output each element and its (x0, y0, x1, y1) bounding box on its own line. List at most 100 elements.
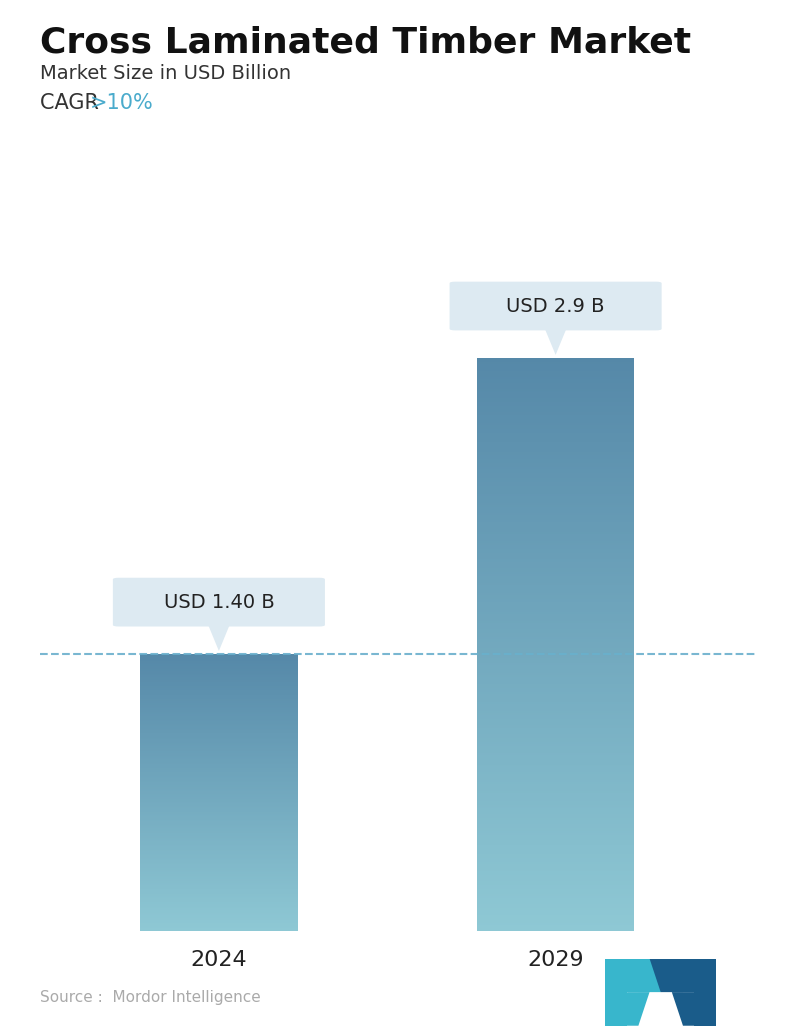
Bar (477, 402, 634, 404)
Bar (477, 727, 634, 728)
Bar (477, 872, 634, 874)
Bar (477, 906, 634, 908)
Bar (477, 526, 634, 528)
Polygon shape (544, 329, 567, 355)
Bar (477, 822, 634, 824)
Bar (477, 736, 634, 738)
Bar (477, 887, 634, 888)
Bar (477, 505, 634, 507)
Bar (477, 482, 634, 484)
Bar (477, 597, 634, 599)
Bar (477, 601, 634, 603)
Bar (477, 522, 634, 524)
Bar (477, 493, 634, 495)
Bar (477, 770, 634, 772)
Bar (477, 753, 634, 755)
Bar (477, 824, 634, 825)
Bar (477, 543, 634, 545)
Bar (477, 915, 634, 917)
Bar (477, 860, 634, 862)
Bar (477, 423, 634, 425)
Text: Cross Laminated Timber Market: Cross Laminated Timber Market (40, 26, 691, 60)
Bar (477, 678, 634, 680)
Bar (477, 576, 634, 578)
Bar (477, 434, 634, 436)
Text: >10%: >10% (90, 93, 154, 113)
Bar (477, 685, 634, 687)
Bar (477, 862, 634, 863)
Polygon shape (209, 625, 230, 651)
Bar (477, 394, 634, 396)
Bar (477, 628, 634, 629)
Bar (477, 725, 634, 727)
Bar (477, 358, 634, 360)
Bar (477, 375, 634, 377)
Bar (477, 432, 634, 434)
Bar (477, 820, 634, 822)
Bar (477, 520, 634, 522)
Bar (477, 660, 634, 662)
Bar (477, 407, 634, 409)
Bar (477, 687, 634, 689)
Bar (477, 430, 634, 432)
Bar (477, 702, 634, 703)
Bar (477, 874, 634, 875)
Bar (477, 677, 634, 678)
Polygon shape (672, 993, 705, 1026)
Bar (477, 926, 634, 929)
Bar (477, 570, 634, 572)
Bar (477, 913, 634, 915)
Bar (477, 786, 634, 788)
Bar (477, 529, 634, 531)
Bar (477, 818, 634, 820)
Bar (477, 667, 634, 669)
Text: Source :  Mordor Intelligence: Source : Mordor Intelligence (40, 990, 260, 1005)
Polygon shape (672, 959, 694, 993)
Bar (477, 583, 634, 585)
Bar (477, 707, 634, 709)
Bar (477, 750, 634, 752)
Bar (477, 640, 634, 642)
Bar (477, 517, 634, 518)
Bar (477, 409, 634, 412)
Text: CAGR: CAGR (40, 93, 105, 113)
Bar (477, 621, 634, 624)
Bar (477, 475, 634, 477)
Bar (477, 709, 634, 711)
Bar (477, 480, 634, 482)
Bar (477, 589, 634, 591)
Bar (477, 631, 634, 633)
Bar (477, 929, 634, 931)
Bar (477, 429, 634, 430)
Bar (477, 524, 634, 526)
Bar (477, 841, 634, 843)
Bar (477, 511, 634, 513)
Bar (477, 595, 634, 597)
Bar (477, 802, 634, 804)
Bar (477, 497, 634, 499)
Text: USD 2.9 B: USD 2.9 B (506, 297, 605, 315)
Bar (477, 507, 634, 509)
Bar (477, 560, 634, 562)
Bar (477, 396, 634, 398)
Bar (477, 545, 634, 547)
Bar (477, 899, 634, 900)
Bar (477, 923, 634, 924)
Bar (477, 484, 634, 486)
Bar (477, 465, 634, 467)
Bar (477, 883, 634, 885)
Bar (477, 728, 634, 730)
Bar (477, 680, 634, 682)
Bar (477, 393, 634, 394)
Bar (477, 629, 634, 631)
Text: Market Size in USD Billion: Market Size in USD Billion (40, 64, 291, 83)
Bar (477, 473, 634, 475)
Bar (477, 642, 634, 644)
Bar (477, 879, 634, 881)
Bar (477, 778, 634, 780)
Bar (477, 713, 634, 714)
Bar (477, 562, 634, 565)
Bar (477, 856, 634, 858)
Bar (477, 406, 634, 407)
Bar (477, 875, 634, 877)
